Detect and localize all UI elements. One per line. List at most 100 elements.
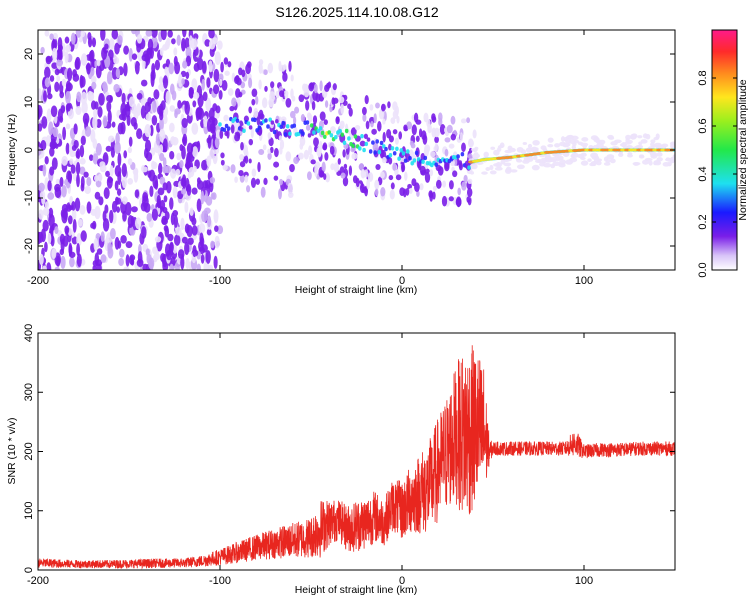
spectrogram-cell bbox=[308, 82, 315, 92]
spectrogram-cell bbox=[273, 161, 280, 168]
spectrogram-cell bbox=[330, 163, 335, 171]
spectrogram-cell bbox=[155, 133, 161, 146]
spectrogram-cell bbox=[167, 30, 173, 38]
spectrogram-cell bbox=[398, 131, 403, 140]
spectrogram-cell bbox=[40, 228, 47, 243]
spectrogram-cell bbox=[47, 232, 52, 245]
spectrogram-cell bbox=[270, 146, 274, 154]
spectrogram-cell bbox=[272, 129, 277, 135]
spectrogram-cell bbox=[65, 44, 72, 53]
y-tick-label: 200 bbox=[23, 442, 35, 460]
spectrogram-cell bbox=[211, 118, 215, 133]
spectrogram-cell bbox=[395, 146, 399, 151]
spectrogram-cell bbox=[280, 64, 286, 72]
spectrogram-cell bbox=[173, 47, 178, 56]
spectrogram-cell bbox=[354, 124, 361, 131]
spectrogram-cell bbox=[377, 149, 382, 155]
snr-y-axis-label: SNR (10 * v/v) bbox=[6, 417, 18, 484]
spectrogram-cell bbox=[223, 57, 229, 65]
spectrogram-cell bbox=[257, 125, 262, 130]
spectrogram-cell bbox=[47, 93, 53, 100]
spectrogram-cell bbox=[251, 88, 258, 98]
spectrogram-cell bbox=[395, 105, 399, 116]
spectrogram-cell bbox=[387, 101, 391, 109]
spectrogram-cell bbox=[46, 262, 52, 270]
spectrogram-cell bbox=[54, 266, 60, 270]
spectrogram-cell bbox=[107, 176, 114, 184]
spectrogram-cell bbox=[127, 214, 134, 229]
spectrogram-cell bbox=[65, 103, 71, 112]
spectrogram-cell bbox=[323, 173, 327, 180]
spectrogram-cell bbox=[312, 130, 316, 135]
spectrogram-cell bbox=[350, 127, 357, 136]
spectrogram-cell bbox=[642, 159, 650, 165]
spectrogram-cell bbox=[49, 75, 55, 82]
spectrogram-cell bbox=[41, 116, 48, 129]
spectrogram-cell bbox=[301, 131, 305, 136]
spectrogram-cell bbox=[605, 159, 611, 163]
spectrogram-cell bbox=[186, 183, 192, 196]
spectrogram-cell bbox=[350, 147, 356, 153]
spectrogram-cell bbox=[79, 166, 86, 175]
spectrogram-cell bbox=[610, 141, 618, 146]
spectrogram-cell bbox=[130, 116, 137, 127]
spectrogram-cell bbox=[324, 100, 329, 108]
spectrogram-cell bbox=[258, 62, 263, 74]
spectrogram-cell bbox=[559, 159, 567, 165]
spectrogram-cell bbox=[104, 204, 109, 214]
spectrogram-cell bbox=[123, 62, 128, 77]
spectrogram-cell bbox=[44, 156, 49, 165]
spectrogram-cell bbox=[220, 152, 225, 159]
spectrogram-cell bbox=[160, 252, 166, 263]
spectrogram-cell bbox=[48, 207, 54, 218]
spectrogram-cell bbox=[65, 91, 71, 105]
spectrogram-cell bbox=[67, 215, 73, 225]
spectrogram-cell bbox=[466, 187, 473, 198]
spectrogram-cell bbox=[603, 162, 611, 166]
spectrogram-cell bbox=[329, 105, 333, 113]
spectrogram-cell bbox=[255, 128, 259, 133]
spectrogram-cell bbox=[283, 132, 288, 137]
spectrogram-cell bbox=[117, 171, 122, 186]
spectrogram-cell bbox=[110, 227, 116, 240]
spectrogram-cell bbox=[177, 249, 185, 260]
spectrogram-cell bbox=[413, 112, 419, 123]
spectrogram-cell bbox=[52, 32, 58, 40]
spectrogram-cell bbox=[170, 256, 176, 267]
spectrogram-cell bbox=[102, 115, 108, 128]
spectrogram-cell bbox=[169, 241, 174, 253]
spectrogram-cell bbox=[205, 250, 211, 264]
spectrogram-cell bbox=[38, 123, 43, 132]
spectrogram-cell bbox=[147, 170, 152, 178]
colorbar-tick-label: 0.4 bbox=[697, 166, 709, 181]
spectrogram-cell bbox=[174, 61, 181, 75]
spectrogram-cell bbox=[161, 165, 169, 174]
spectrogram-cell bbox=[97, 173, 103, 182]
spectrogram-cell bbox=[369, 104, 374, 111]
spectrogram-cell bbox=[250, 127, 254, 139]
spectrogram-cell bbox=[105, 145, 112, 152]
spectrogram-cell bbox=[384, 146, 388, 152]
spectrogram-cell bbox=[163, 225, 169, 232]
spectrogram-cell bbox=[403, 124, 408, 131]
spectrogram-cell bbox=[231, 97, 237, 107]
spectrogram-cell bbox=[334, 135, 338, 140]
spectrogram-cell bbox=[596, 160, 602, 166]
spectrogram-cell bbox=[307, 133, 312, 138]
spectrogram-cell bbox=[171, 90, 177, 101]
y-tick-label: 0 bbox=[23, 567, 35, 573]
spectrogram-cell bbox=[267, 152, 272, 160]
spectrogram-cell bbox=[148, 257, 155, 270]
spectrogram-cell bbox=[76, 173, 80, 188]
spectrogram-cell bbox=[121, 92, 126, 105]
spectrogram-cell bbox=[281, 120, 286, 126]
spectrogram-cell bbox=[235, 118, 240, 123]
spectrogram-cell bbox=[184, 201, 189, 214]
spectrogram-cell bbox=[371, 128, 377, 135]
x-tick-label: 100 bbox=[575, 575, 593, 587]
spectrogram-cell bbox=[145, 30, 153, 37]
spectrogram-cell bbox=[136, 103, 141, 116]
spectrogram-cell bbox=[84, 185, 91, 195]
spectrogram-cell bbox=[212, 37, 218, 45]
spectrogram-cell bbox=[285, 97, 292, 108]
